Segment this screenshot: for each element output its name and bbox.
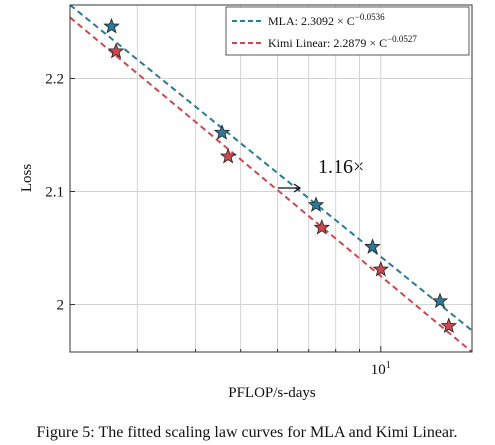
arrow-head <box>293 183 302 193</box>
plot-frame <box>69 4 473 353</box>
caption: Figure 5: The fitted scaling law curves … <box>37 424 458 441</box>
star-point <box>313 219 331 235</box>
legend-name: Kimi Linear: 2.2879 × C <box>268 36 387 50</box>
legend-name: MLA: 2.3092 × C <box>268 14 355 28</box>
star-point <box>431 292 449 309</box>
star-point <box>213 124 231 140</box>
star-point <box>364 238 381 254</box>
y-tick-label: 2.2 <box>45 71 64 87</box>
x-tick-base: 10 <box>371 362 386 378</box>
legend-exponent: −0.0527 <box>387 34 417 44</box>
legend-exponent: −0.0536 <box>355 12 385 22</box>
y-tick-label: 2 <box>57 298 65 314</box>
legend-box <box>225 6 470 56</box>
x-tick-exponent: 1 <box>386 360 391 371</box>
star-point <box>440 317 458 333</box>
legend: MLA: 2.3092 × C−0.0536 Kimi Linear: 2.287… <box>225 6 470 56</box>
y-axis-label: Loss <box>19 164 35 193</box>
legend-label: MLA: 2.3092 × C−0.0536 <box>268 12 385 28</box>
star-point <box>107 42 125 59</box>
fit-line <box>70 5 472 332</box>
y-tick-label: 2.1 <box>45 184 64 200</box>
star-point <box>219 147 237 164</box>
legend-label: Kimi Linear: 2.2879 × C−0.0527 <box>268 34 417 50</box>
star-point <box>103 17 120 34</box>
annotation: 1.16× <box>318 156 364 178</box>
x-tick-label: 101 <box>371 360 391 378</box>
star-point <box>307 196 325 213</box>
x-axis-label: PFLOP/s-days <box>228 385 316 401</box>
fit-line <box>70 16 472 352</box>
star-point <box>372 260 390 277</box>
